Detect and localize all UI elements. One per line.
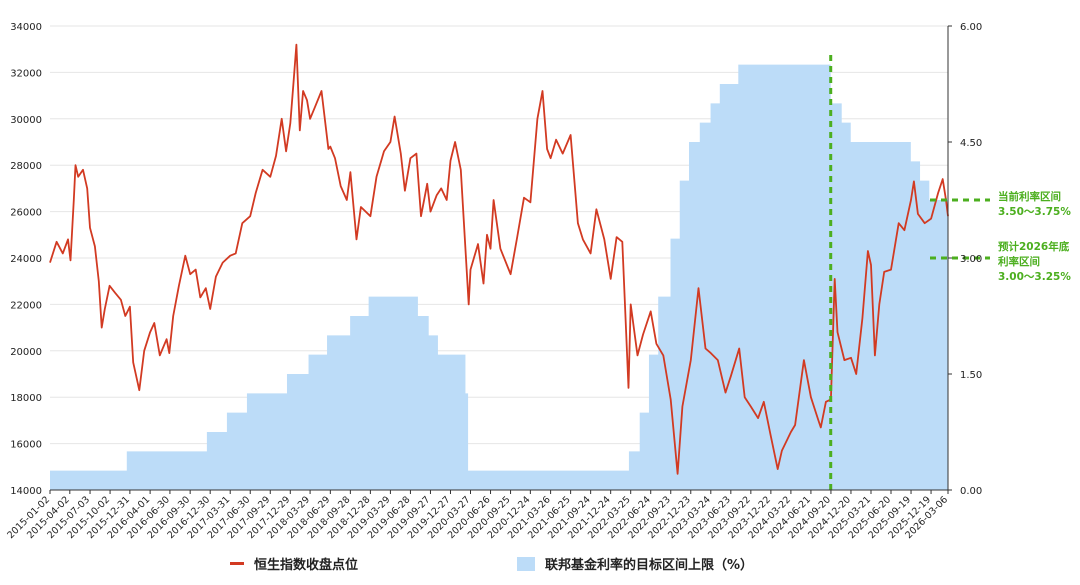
legend-rate-label: 联邦基金利率的目标区间上限（%） (545, 558, 754, 573)
y-left-tick-label: 22000 (10, 300, 42, 311)
y-left-tick-label: 24000 (10, 254, 42, 265)
rate-area (50, 64, 948, 491)
y-left-tick-label: 14000 (10, 486, 42, 497)
y-right-tick-label: 4.50 (960, 138, 982, 149)
legend-item-rate: 联邦基金利率的目标区间上限（%） (517, 554, 753, 573)
y-left-tick-label: 16000 (10, 440, 42, 451)
y-right-tick-label: 6.00 (960, 22, 982, 33)
forecast-rate-label-3: 3.00～3.25% (998, 271, 1071, 283)
x-axis-labels: 2015-01-022015-04-022015-07-032015-10-02… (5, 494, 950, 541)
forecast-rate-label-2: 利率区间 (998, 255, 1040, 268)
y-left-tick-label: 28000 (10, 161, 42, 172)
y-axis-right-labels: 0.00 1.50 3.00 4.50 6.00 (960, 22, 982, 497)
y-axis-left-labels: 14000 16000 18000 20000 22000 24000 26000 28000… (10, 22, 42, 497)
rate-area-path (50, 64, 948, 491)
y-right-tick-label: 1.50 (960, 370, 982, 381)
y-left-tick-label: 30000 (10, 115, 42, 126)
y-left-tick-label: 34000 (10, 22, 42, 33)
axes (49, 25, 952, 494)
current-rate-label-2: 3.50～3.75% (998, 206, 1071, 218)
annotation-layer (829, 55, 990, 490)
y-right-tick-label: 0.00 (960, 486, 982, 497)
y-left-tick-label: 18000 (10, 393, 42, 404)
legend-line-swatch (230, 562, 244, 565)
y-right-tick-label: 3.00 (960, 254, 982, 265)
y-left-tick-label: 32000 (10, 68, 42, 79)
y-left-tick-label: 26000 (10, 208, 42, 219)
hsi-line (49, 43, 949, 475)
legend-item-hsi: 恒生指数收盘点位 (230, 554, 358, 573)
legend-hsi-label: 恒生指数收盘点位 (254, 558, 359, 573)
forecast-rate-label-1: 预计2026年底 (998, 240, 1070, 253)
legend-area-swatch (517, 556, 535, 571)
current-rate-label-1: 当前利率区间 (998, 190, 1061, 203)
y-left-tick-label: 20000 (10, 347, 42, 358)
hsi-line-layer (49, 43, 949, 475)
